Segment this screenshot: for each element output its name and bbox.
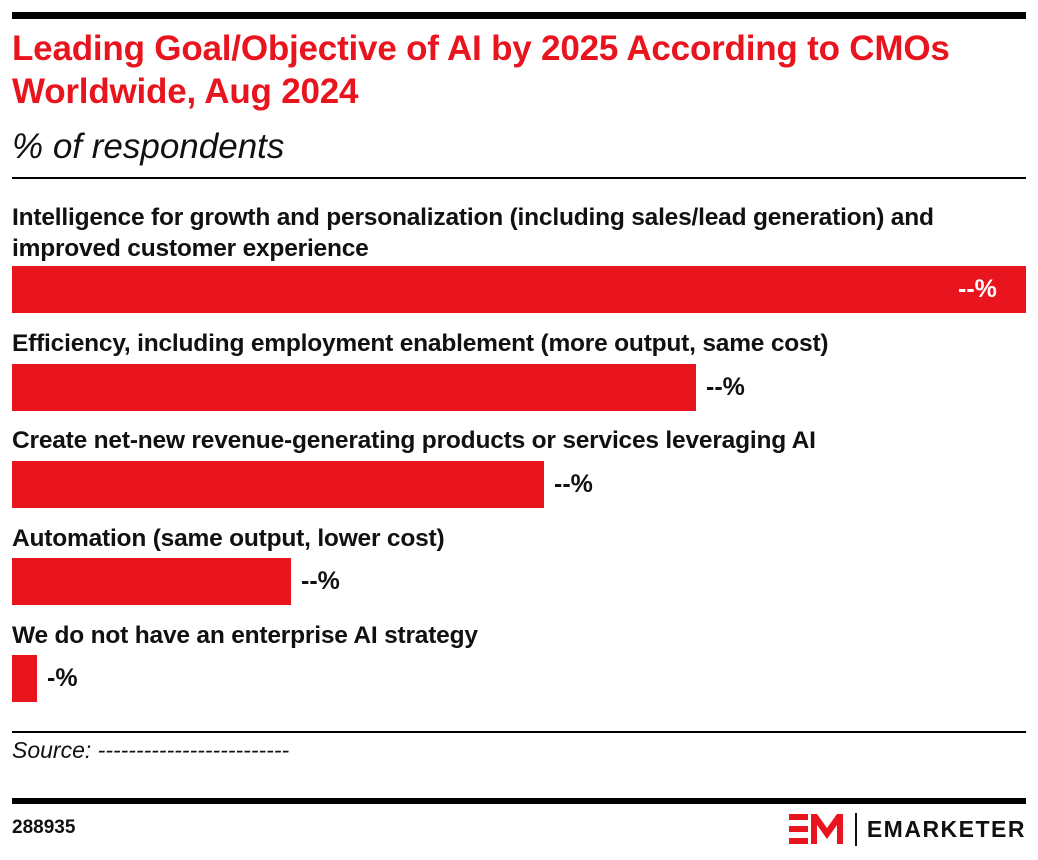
bar-value-label: --% <box>706 373 745 401</box>
emarketer-logo: EMARKETER <box>788 812 1026 846</box>
bar-value-label: --% <box>554 470 593 498</box>
bar <box>12 364 696 411</box>
bar <box>12 655 37 702</box>
bar <box>12 461 544 508</box>
top-rule <box>12 12 1026 19</box>
category-label: Intelligence for growth and personalizat… <box>12 204 934 262</box>
category-label: Efficiency, including employment enablem… <box>12 330 829 357</box>
category-label: Automation (same output, lower cost) <box>12 525 445 552</box>
header-divider <box>12 177 1026 179</box>
bar-value-label: -% <box>47 664 78 692</box>
chart-subtitle: % of respondents <box>12 127 285 166</box>
emarketer-logo-icon <box>788 814 843 844</box>
bar <box>12 558 291 605</box>
bar-value-label: --% <box>301 567 340 595</box>
source-note: Source: ------------------------- <box>12 737 290 763</box>
chart-title: Leading Goal/Objective of AI by 2025 Acc… <box>12 29 950 111</box>
bar-chart: Intelligence for growth and personalizat… <box>0 180 1038 725</box>
category-label: We do not have an enterprise AI strategy <box>12 622 478 649</box>
brand-name: EMARKETER <box>866 815 1026 842</box>
bar <box>12 266 1026 313</box>
bar-value-label: --% <box>958 275 997 303</box>
category-label: Create net-new revenue-generating produc… <box>12 427 816 454</box>
logo-separator <box>854 812 857 846</box>
chart-id: 288935 <box>12 817 76 838</box>
source-divider <box>12 731 1026 733</box>
footer-rule <box>12 798 1026 804</box>
